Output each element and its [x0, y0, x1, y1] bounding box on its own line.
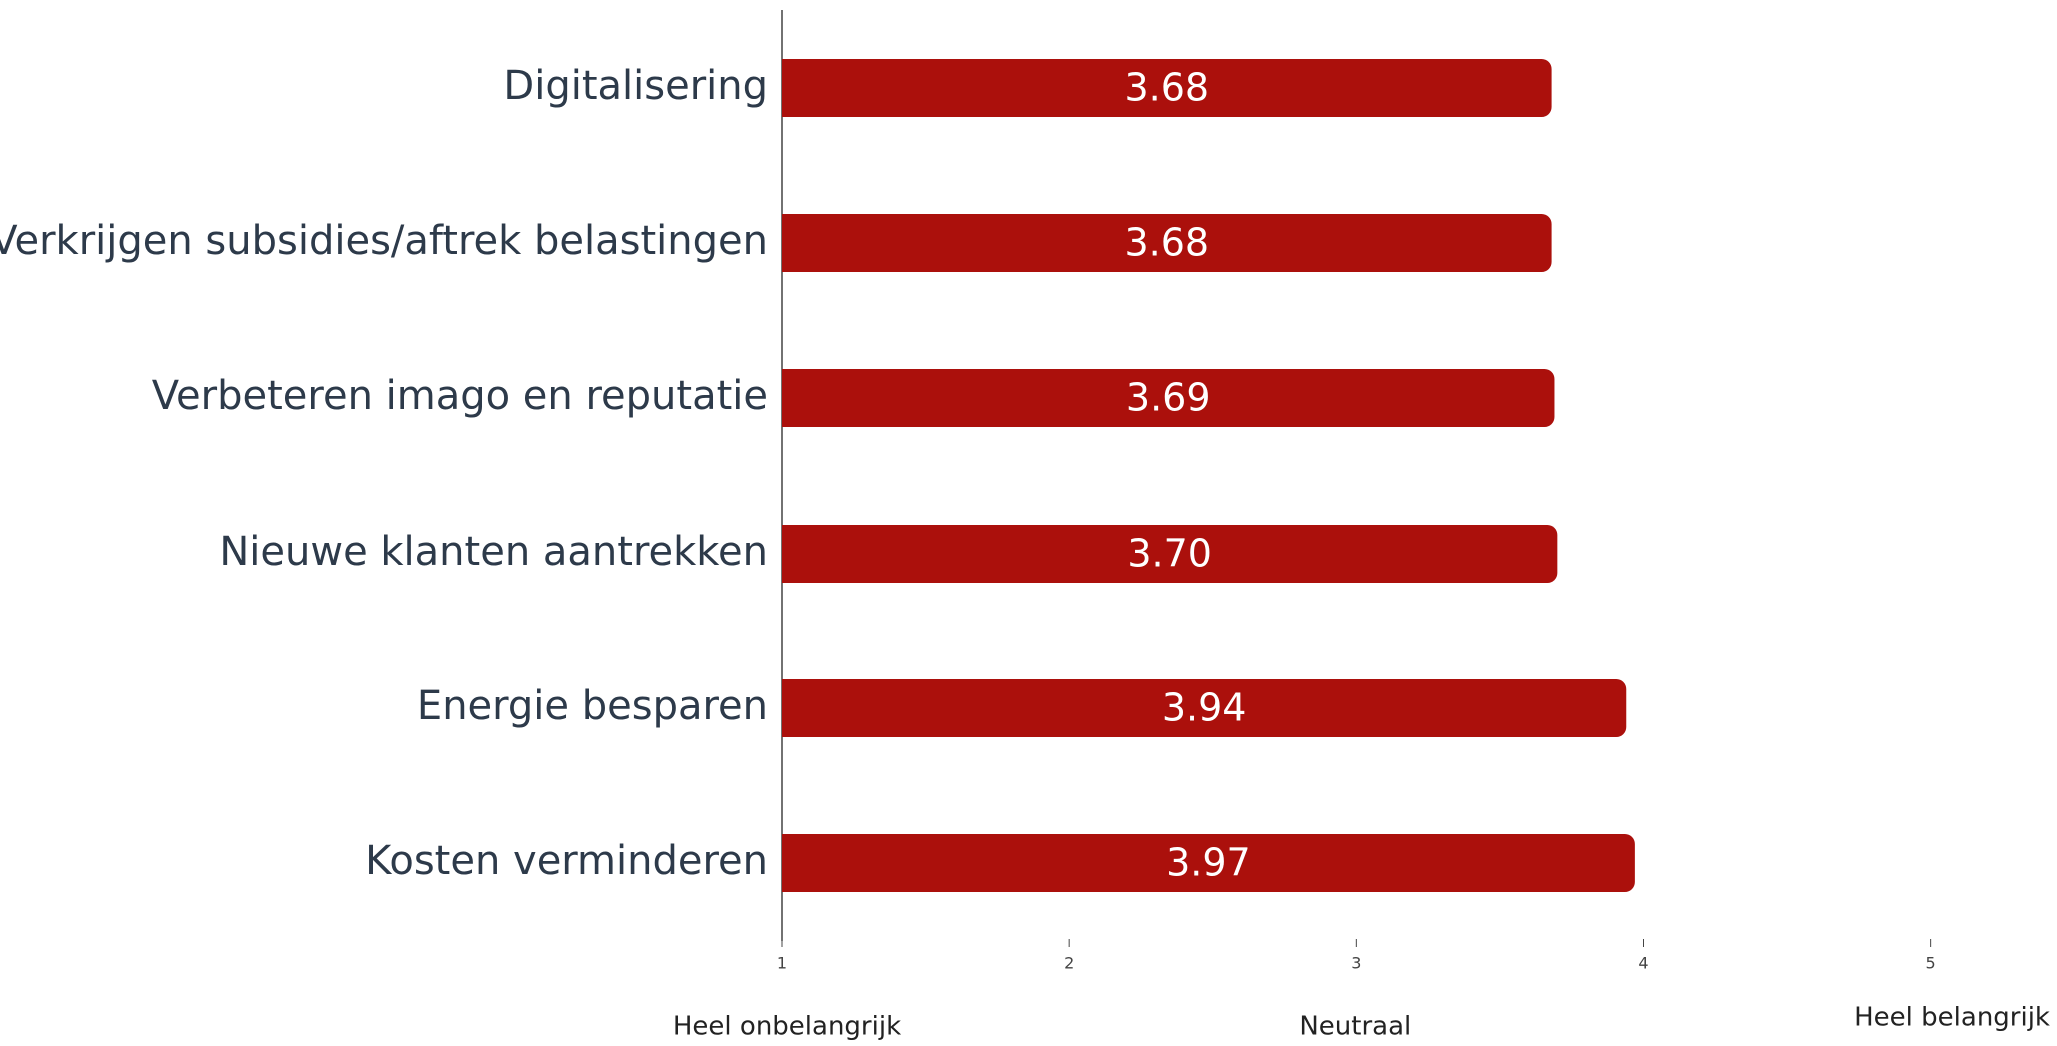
category-label: Verkrijgen subsidies/aftrek belastingen: [0, 218, 768, 264]
bar: [782, 59, 1552, 117]
bar: [782, 214, 1552, 272]
scale-label: Heel onbelangrijk: [673, 1012, 901, 1042]
x-tick-label: 5: [1926, 954, 1936, 973]
x-tick-label: 4: [1638, 954, 1648, 973]
bar: [781, 834, 1635, 892]
value-label: 3.68: [1124, 221, 1209, 265]
value-label: 3.97: [1166, 841, 1251, 885]
value-label: 3.69: [1126, 376, 1211, 420]
bar: [782, 369, 1555, 427]
category-label: Verbeteren imago en reputatie: [152, 373, 768, 419]
bar: [782, 525, 1558, 583]
value-label: 3.70: [1127, 532, 1212, 576]
scale-label: Heel belangrijk: [1854, 1003, 2050, 1033]
category-label: Energie besparen: [417, 683, 768, 729]
value-label: 3.68: [1124, 66, 1209, 110]
scale-label: Neutraal: [1299, 1012, 1411, 1042]
x-tick-label: 3: [1351, 954, 1361, 973]
category-label: Kosten verminderen: [365, 838, 768, 884]
value-label: 3.94: [1162, 686, 1247, 730]
category-label: Digitalisering: [503, 63, 768, 109]
bar: [782, 679, 1627, 737]
category-label: Nieuwe klanten aantrekken: [219, 529, 768, 575]
x-tick-label: 1: [777, 954, 787, 973]
x-tick-label: 2: [1064, 954, 1074, 973]
